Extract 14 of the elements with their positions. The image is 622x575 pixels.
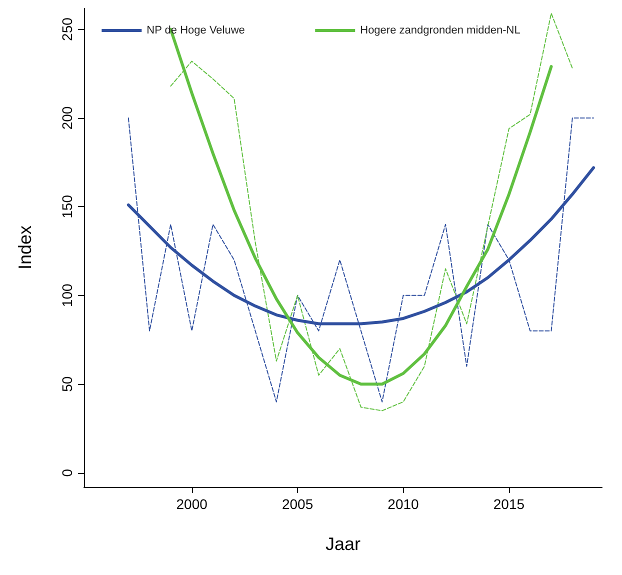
x-tick-label: 2000 [176,496,208,512]
y-tick-label: 150 [59,194,75,218]
y-axis-title: Index [15,225,35,270]
y-tick-label: 0 [59,468,75,477]
y-tick-label: 250 [59,17,75,41]
x-tick-label: 2005 [282,496,314,512]
y-tick-label: 50 [59,376,75,392]
x-tick-label: 2010 [388,496,420,512]
x-axis-title: Jaar [325,534,361,554]
y-tick-label: 100 [59,284,75,308]
x-tick-label: 2015 [493,496,525,512]
legend-label: Hogere zandgronden midden-NL [360,24,520,36]
line-series [128,117,594,402]
y-tick-label: 200 [59,106,75,130]
